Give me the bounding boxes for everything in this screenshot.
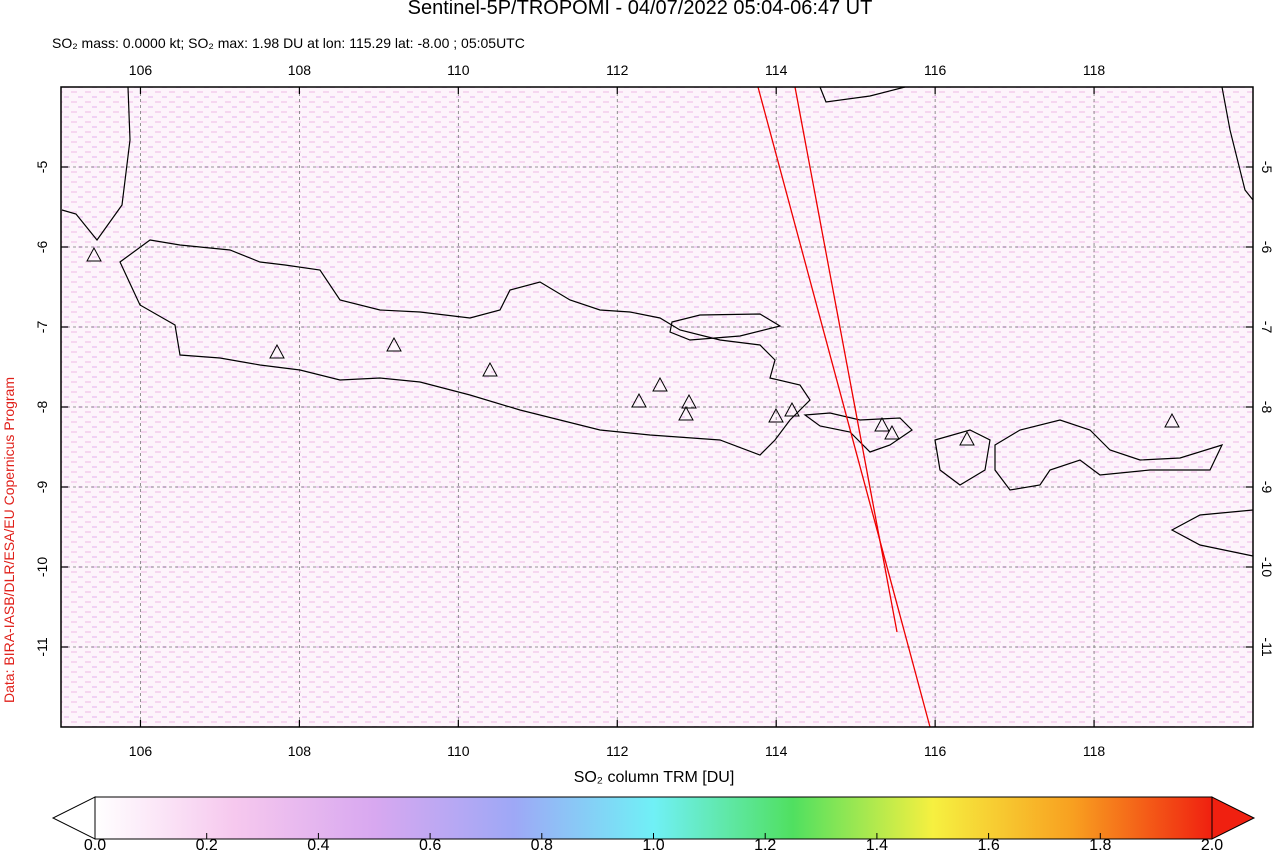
colorbar-tick-label: 0.4 (307, 837, 329, 853)
coastlines (61, 86, 1254, 557)
y-tick-label: -8 (1259, 401, 1272, 414)
volcano-marker (768, 407, 784, 423)
grid (61, 87, 1253, 727)
colorbar-scale (94, 796, 1213, 840)
subtitle: SO₂ mass: 0.0000 kt; SO₂ max: 1.98 DU at… (52, 35, 525, 51)
swath-edge (757, 86, 931, 728)
swath-edge (794, 86, 898, 633)
x-tick-label: 112 (606, 743, 629, 759)
colorbar-extend-low (51, 796, 96, 840)
x-tick-label: 106 (129, 743, 153, 759)
volcano-marker (681, 393, 697, 409)
x-tick-label: 112 (606, 62, 629, 78)
coast-borneo (819, 86, 906, 103)
volcano-marker (959, 430, 975, 446)
coast-lombok (934, 429, 991, 486)
y-tick-label: -6 (34, 241, 50, 254)
colorbar-extend-high (1211, 796, 1256, 840)
volcano-marker (874, 416, 890, 432)
volcano-marker (652, 376, 668, 392)
y-tick-label: -7 (34, 321, 50, 334)
x-tick-label: 106 (129, 62, 153, 78)
volcano-marker (784, 401, 800, 417)
volcano-marker (1164, 412, 1180, 428)
volcano-marker (884, 424, 900, 440)
y-tick-label: -11 (34, 637, 50, 656)
colorbar-label: SO₂ column TRM [DU] (574, 769, 735, 786)
x-tick-label: 114 (765, 62, 788, 78)
volcanoes (86, 246, 1180, 446)
colorbar: 0.0 0.2 0.4 0.6 0.8 1.0 1.2 1.4 1.6 1.8 2.0 SO₂ col… (51, 769, 1256, 853)
colorbar-tick-label: 1.0 (642, 837, 664, 853)
x-tick-label: 110 (447, 743, 470, 759)
colorbar-tick-label: 2.0 (1201, 837, 1223, 853)
volcano-marker (482, 361, 498, 377)
colorbar-tick-label: 0.6 (419, 837, 441, 853)
swath-edges (757, 86, 931, 728)
credit: Data: BIRA-IASB/DLR/ESA/EU Copernicus Pr… (1, 377, 17, 703)
colorbar-tick-label: 1.6 (977, 837, 999, 853)
y-tick-label: -10 (34, 557, 50, 577)
volcano-marker (269, 343, 285, 359)
colorbar-tick-label: 0.8 (531, 837, 553, 853)
coast-sumba (1170, 509, 1254, 557)
y-tick-label: -9 (34, 481, 50, 494)
x-tick-label: 118 (1083, 743, 1106, 759)
y-tick-label: -5 (34, 161, 50, 174)
coast-sulawesi (1221, 86, 1254, 201)
y-tick-label: -11 (1259, 637, 1272, 656)
x-tick-label: 108 (288, 743, 312, 759)
x-tick-label: 114 (765, 743, 788, 759)
y-tick-label: -7 (1259, 321, 1272, 334)
x-tick-label: 116 (924, 62, 947, 78)
colorbar-tick-label: 0.2 (196, 837, 218, 853)
x-tick-label: 108 (288, 62, 312, 78)
x-tick-label: 116 (924, 743, 947, 759)
axes: 106 106 108 108 110 110 112 112 114 114 116 116 118 1… (34, 62, 1272, 759)
colorbar-tick-label: 1.4 (866, 837, 888, 853)
colorbar-tick-label: 0.0 (84, 837, 106, 853)
y-tick-label: -10 (1259, 557, 1272, 577)
volcano-marker (386, 336, 402, 352)
volcano-marker (678, 405, 694, 421)
volcano-marker (86, 246, 102, 262)
y-tick-label: -6 (1259, 241, 1272, 254)
colorbar-tick-label: 1.2 (754, 837, 776, 853)
coast-madura (669, 313, 782, 341)
title: Sentinel-5P/TROPOMI - 04/07/2022 05:04-0… (408, 0, 873, 19)
colorbar-tick-label: 1.8 (1089, 837, 1111, 853)
coast-sumatra (61, 86, 131, 241)
x-tick-label: 118 (1083, 62, 1106, 78)
coast-bali (803, 412, 913, 453)
coast-java (119, 239, 811, 456)
y-tick-label: -5 (1259, 161, 1272, 174)
coast-sumbawa (994, 419, 1224, 491)
y-tick-label: -8 (34, 401, 50, 414)
x-tick-label: 110 (447, 62, 470, 78)
y-tick-label: -9 (1259, 481, 1272, 494)
volcano-marker (631, 392, 647, 408)
